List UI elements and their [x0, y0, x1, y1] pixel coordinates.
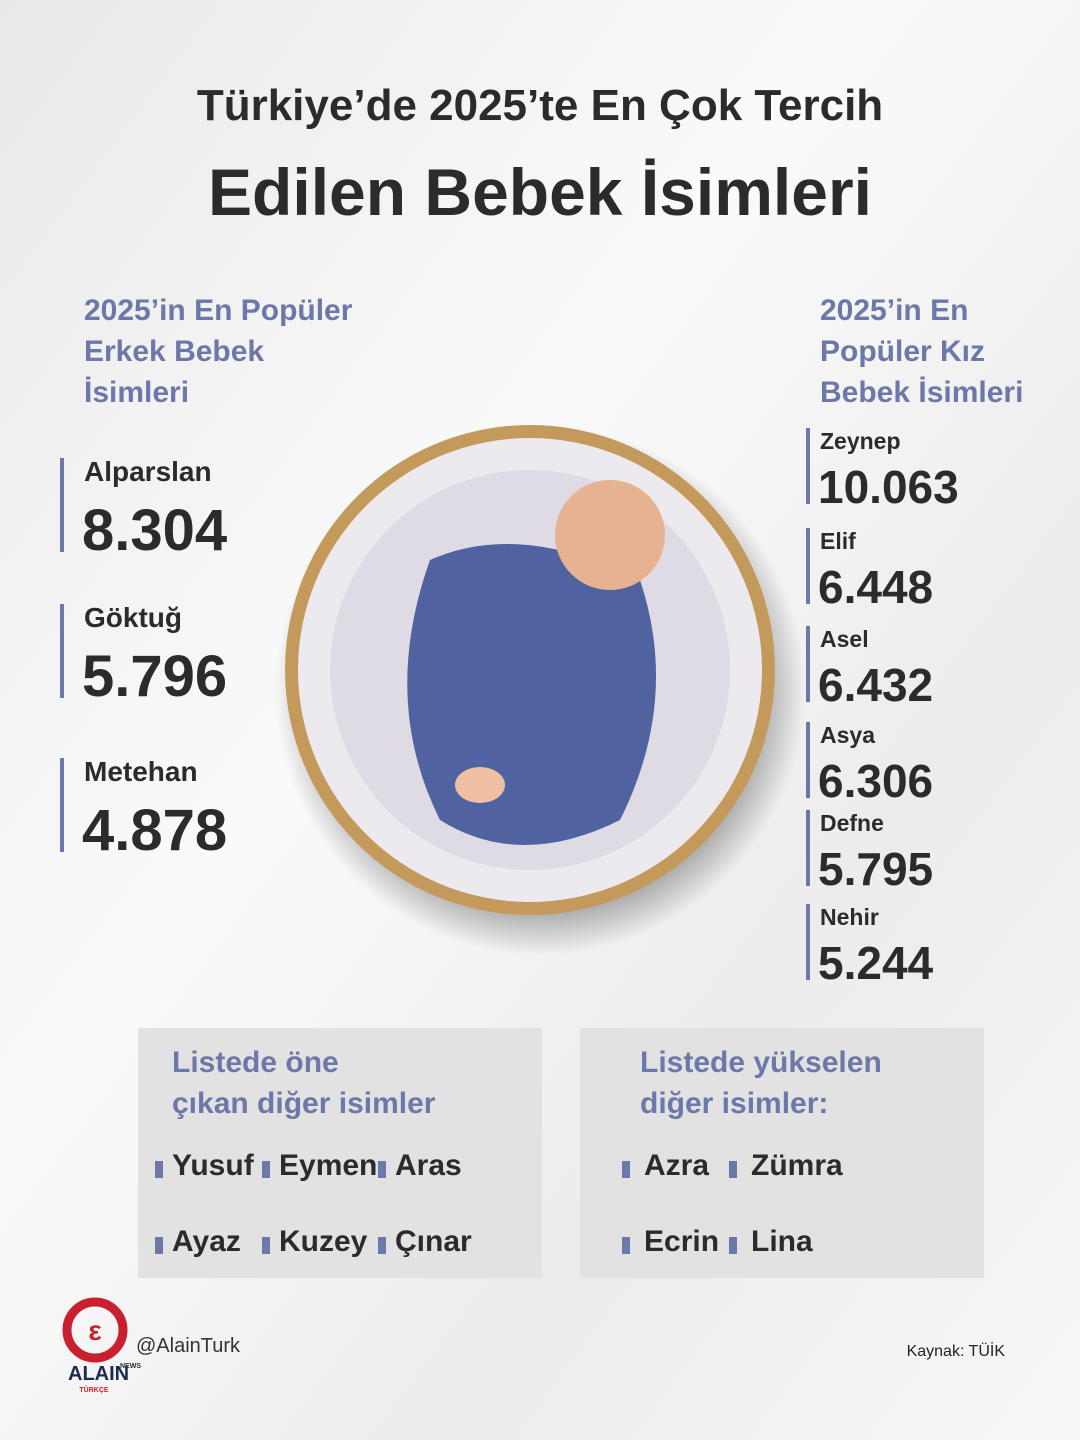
- name: Elif: [820, 528, 856, 554]
- count: 6.448: [818, 561, 933, 613]
- other-name: Zümra: [751, 1149, 843, 1182]
- bullet: [155, 1237, 163, 1254]
- bar: [60, 458, 64, 552]
- box-heading: diğer isimler:: [640, 1087, 828, 1120]
- bar: [806, 528, 810, 604]
- name: Defne: [820, 810, 884, 836]
- section-heading: 2025’in En: [820, 294, 968, 327]
- bar: [806, 810, 810, 886]
- title: Edilen Bebek İsimleri: [208, 155, 872, 229]
- box-heading: Listede yükselen: [640, 1046, 882, 1079]
- count: 6.432: [818, 659, 933, 711]
- bullet: [155, 1161, 163, 1178]
- section-heading: 2025’in En Popüler: [84, 294, 353, 327]
- box: [138, 1028, 542, 1278]
- other-name: Aras: [395, 1149, 462, 1182]
- other-name: Kuzey: [279, 1225, 368, 1258]
- section-heading: Erkek Bebek: [84, 335, 264, 368]
- count: 5.795: [818, 843, 933, 895]
- count: 4.878: [82, 798, 227, 863]
- logo: ε: [62, 1297, 128, 1363]
- box: [580, 1028, 984, 1278]
- name: Zeynep: [820, 428, 901, 454]
- name: Metehan: [84, 756, 198, 787]
- title: Türkiye’de 2025’te En Çok Tercih: [197, 81, 883, 130]
- logo-top: NEWS: [120, 1363, 141, 1370]
- bar: [60, 758, 64, 852]
- other-name: Çınar: [395, 1225, 472, 1258]
- baby-photo: [275, 425, 805, 955]
- bullet: [622, 1237, 630, 1254]
- bar: [806, 428, 810, 504]
- bullet: [729, 1237, 737, 1254]
- svg-text:ε: ε: [88, 1315, 101, 1346]
- other-name: Ayaz: [172, 1225, 241, 1258]
- other-name: Yusuf: [172, 1149, 255, 1182]
- logo-text: ALAIN: [68, 1363, 129, 1385]
- logo-bottom: TÜRKÇE: [79, 1385, 108, 1394]
- bullet: [729, 1161, 737, 1178]
- section-heading: İsimleri: [84, 376, 189, 409]
- bar: [60, 604, 64, 698]
- source: Kaynak: TÜİK: [907, 1341, 1006, 1360]
- other-name: Lina: [751, 1225, 813, 1258]
- other-name: Ecrin: [644, 1225, 719, 1258]
- bullet: [378, 1237, 386, 1254]
- section-heading: Bebek İsimleri: [820, 376, 1023, 409]
- name: Asel: [820, 626, 869, 652]
- handle: @AlainTurk: [136, 1335, 241, 1357]
- other-name: Eymen: [279, 1149, 377, 1182]
- count: 5.796: [82, 644, 227, 709]
- count: 8.304: [82, 498, 227, 563]
- bullet: [262, 1237, 270, 1254]
- bullet: [262, 1161, 270, 1178]
- box-heading: Listede öne: [172, 1046, 339, 1079]
- bar: [806, 722, 810, 798]
- other-name: Azra: [644, 1149, 709, 1182]
- name: Asya: [820, 722, 875, 748]
- bullet: [378, 1161, 386, 1178]
- section-heading: Popüler Kız: [820, 335, 985, 368]
- bar: [806, 626, 810, 702]
- count: 5.244: [818, 937, 934, 989]
- count: 6.306: [818, 755, 933, 807]
- name: Alparslan: [84, 456, 212, 487]
- name: Nehir: [820, 904, 879, 930]
- box-heading: çıkan diğer isimler: [172, 1087, 436, 1120]
- count: 10.063: [818, 461, 959, 513]
- bar: [806, 904, 810, 980]
- bullet: [622, 1161, 630, 1178]
- name: Göktuğ: [84, 602, 182, 633]
